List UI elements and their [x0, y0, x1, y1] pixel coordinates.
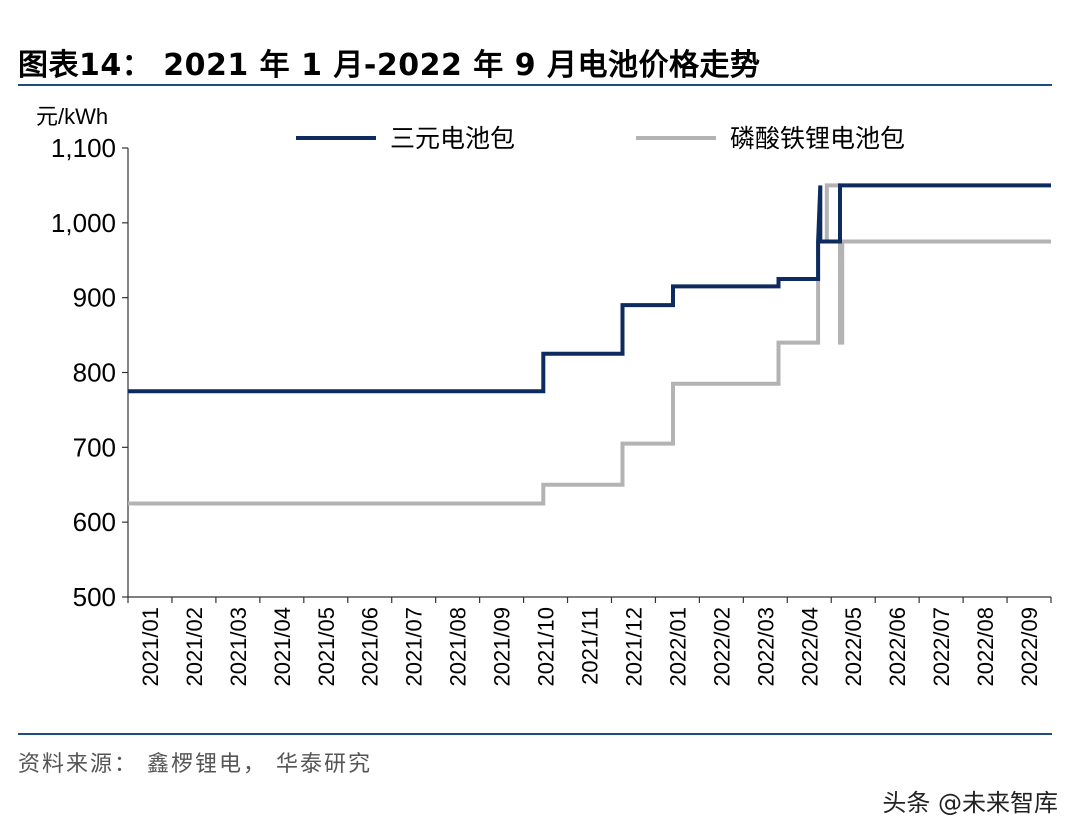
y-tick-label: 700	[73, 432, 116, 462]
y-tick-label: 600	[73, 507, 116, 537]
x-tick-label: 2022/02	[709, 607, 734, 687]
y-tick-label: 1,000	[51, 208, 116, 238]
y-tick-label: 1,100	[51, 133, 116, 163]
series-line-ncm-pack	[128, 183, 1051, 394]
x-tick-label: 2022/04	[797, 607, 822, 687]
title-divider	[18, 84, 1052, 86]
x-tick-label: 2021/12	[621, 607, 646, 687]
x-tick-label: 2022/01	[665, 607, 690, 687]
y-tick-label: 800	[73, 358, 116, 388]
x-tick-label: 2022/05	[841, 607, 866, 687]
x-tick-label: 2022/03	[753, 607, 778, 687]
x-tick-label: 2021/11	[578, 607, 603, 685]
x-tick-label: 2022/09	[1017, 607, 1042, 687]
legend-label: 三元电池包	[390, 124, 515, 153]
chart-axes: 元/kWh 500 600 700 800 900 1,000 1,100 2021/01 202…	[36, 104, 1052, 687]
x-tick-label: 2021/01	[138, 607, 163, 687]
x-tick-label: 2021/04	[270, 607, 295, 687]
x-tick-label: 2021/08	[446, 607, 471, 687]
x-tick-label: 2021/06	[358, 607, 383, 687]
x-tick-label: 2021/09	[490, 607, 515, 687]
source-note: 资料来源： 鑫椤锂电， 华泰研究	[18, 752, 372, 777]
x-tick-label: 2021/03	[226, 607, 251, 687]
chart-legend: 三元电池包 磷酸铁锂电池包	[296, 124, 905, 153]
x-tick-label: 2022/06	[885, 607, 910, 687]
chart-series	[128, 183, 1051, 506]
x-tick-label: 2022/07	[929, 607, 954, 687]
chart-title: 图表14： 2021 年 1 月-2022 年 9 月电池价格走势	[18, 48, 761, 83]
series-line-lfp-pack	[128, 183, 1051, 506]
y-tick-label: 900	[73, 283, 116, 313]
y-axis-label: 元/kWh	[36, 104, 108, 129]
x-tick-label: 2021/05	[314, 607, 339, 687]
x-tick-label: 2022/08	[973, 607, 998, 687]
y-tick-label: 500	[73, 582, 116, 612]
x-tick-label: 2021/10	[534, 607, 559, 687]
x-tick-label: 2021/07	[402, 607, 427, 687]
legend-label: 磷酸铁锂电池包	[730, 124, 905, 153]
watermark: 头条 @未来智库	[882, 789, 1058, 817]
source-divider	[18, 733, 1052, 735]
x-tick-label: 2021/02	[182, 607, 207, 687]
